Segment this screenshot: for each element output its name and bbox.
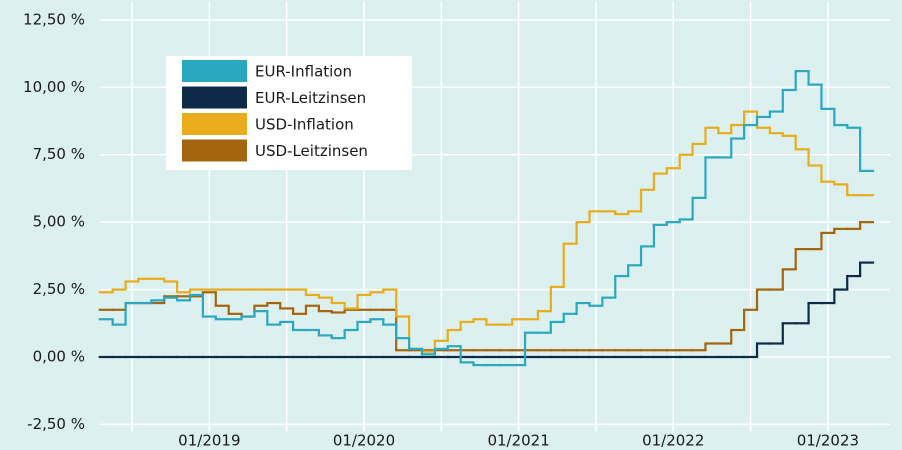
y-tick-label: -2,50 % — [27, 415, 85, 433]
legend-swatch — [182, 113, 247, 135]
x-tick-label: 01/2022 — [642, 432, 704, 450]
legend-label: USD-Leitzinsen — [255, 142, 368, 160]
x-tick-label: 01/2019 — [178, 432, 240, 450]
y-tick-label: 5,00 % — [33, 213, 85, 231]
y-tick-label: 10,00 % — [23, 78, 85, 96]
legend-swatch — [182, 60, 247, 82]
y-tick-label: 0,00 % — [33, 347, 85, 365]
legend-label: USD-Inflation — [255, 116, 354, 134]
legend-label: EUR-Inflation — [255, 63, 352, 81]
legend-label: EUR-Leitzinsen — [255, 89, 366, 107]
x-tick-label: 01/2023 — [797, 432, 859, 450]
y-tick-label: 7,50 % — [33, 145, 85, 163]
y-tick-label: 12,50 % — [23, 10, 85, 28]
lines — [98, 70, 875, 367]
legend-swatch — [182, 139, 247, 162]
x-tick-label: 01/2020 — [333, 432, 395, 450]
y-tick-label: 2,50 % — [33, 280, 85, 298]
x-tick-label: 01/2021 — [487, 432, 549, 450]
legend-swatch — [182, 86, 247, 109]
legend: EUR-Inflation EUR-Leitzinsen USD-Inflation… — [166, 56, 412, 170]
